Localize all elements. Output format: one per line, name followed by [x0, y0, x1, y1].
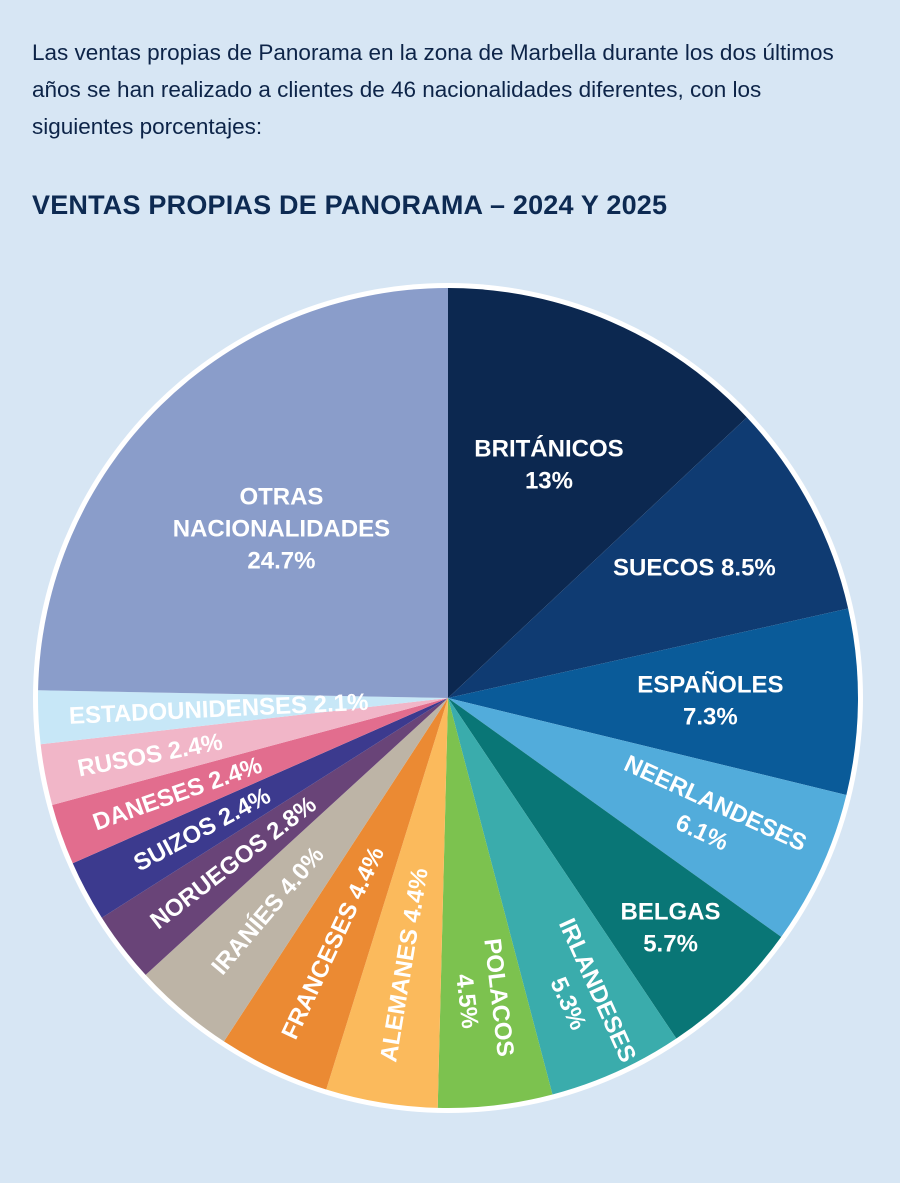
pie-slice-irlandeses — [448, 698, 677, 1095]
pie-slice-noruegos — [101, 698, 448, 975]
pie-slice-iraníes — [145, 698, 448, 1042]
slice-label: SUECOS 8.5% — [613, 555, 776, 582]
intro-text: Las ventas propias de Panorama en la zon… — [32, 40, 834, 139]
chart-title: VENTAS PROPIAS DE PANORAMA – 2024 Y 2025 — [32, 190, 668, 220]
pie-slice-rusos — [40, 698, 449, 805]
pie-slice-polacos — [437, 698, 553, 1108]
pie-slice-suizos — [72, 698, 448, 918]
slice-label: ESPAÑOLES 7.3% — [637, 670, 783, 730]
slice-label: OTRAS NACIONALIDADES 24.7% — [173, 483, 390, 574]
pie-slice-franceses — [223, 698, 448, 1090]
pie-slice-estadounidenses — [38, 690, 448, 745]
pie-slice-británicos — [448, 288, 747, 698]
pie-slice-belgas — [448, 698, 782, 1039]
pie-slice-daneses — [52, 698, 448, 864]
slice-label: BELGAS 5.7% — [621, 899, 721, 958]
pie-slice-alemanes — [326, 698, 448, 1108]
slice-label: BRITÁNICOS 13% — [474, 435, 623, 495]
pie-slice-españoles — [448, 608, 859, 795]
pie-slice-otras-nacionalidades — [38, 288, 448, 698]
pie-slice-neerlandeses — [448, 698, 847, 937]
pie-slice-suecos — [448, 417, 849, 698]
